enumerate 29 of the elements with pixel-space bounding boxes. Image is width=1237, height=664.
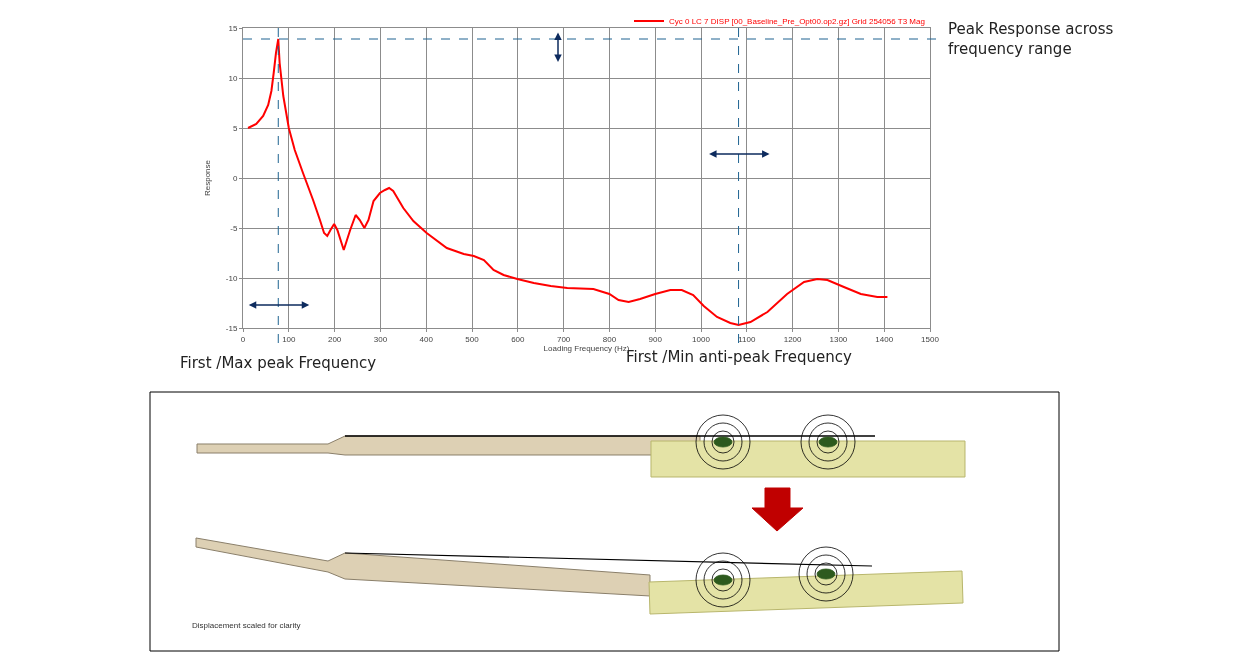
y-tick-label: -5 [230, 223, 238, 233]
legend-label: Cyc 0 LC 7 DISP [00_Baseline_Pre_Opt00.op2.gz] Grid 254056 T3 Mag [669, 17, 925, 27]
x-tick-label: 1500 [921, 334, 940, 344]
y-tick-label: 5 [232, 123, 238, 133]
y-tick-label: -15 [225, 323, 238, 333]
y-tick-label: 10 [228, 73, 238, 83]
x-tick-label: 1200 [783, 334, 803, 344]
x-tick-label: 300 [373, 334, 388, 344]
x-tick-label: 600 [511, 334, 526, 344]
x-tick-label: 1100 [738, 334, 756, 344]
x-tick-label: 200 [327, 334, 342, 344]
y-tick-label: 0 [232, 173, 238, 183]
x-tick-label: 0 [240, 334, 246, 344]
ref-line-label: First /Max peak Frequency [180, 354, 377, 372]
ref-line-label: Peak Response across frequency range [948, 20, 1114, 58]
x-tick-label: 800 [602, 334, 617, 344]
y-axis-title: Response [202, 159, 212, 197]
x-tick-label: 900 [648, 334, 663, 344]
y-tick-label: -10 [225, 273, 238, 283]
x-tick-label: 500 [465, 334, 480, 344]
x-tick-label: 400 [419, 334, 434, 344]
line-series [247, 38, 889, 326]
x-tick-label: 700 [556, 334, 571, 344]
x-tick-label: 1300 [829, 334, 848, 344]
text: Displacement scaled for clarity [192, 621, 301, 630]
x-tick-label: 1000 [692, 334, 711, 344]
x-tick-label: 100 [282, 334, 297, 344]
x-tick-label: 1400 [875, 334, 894, 344]
y-tick-label: 15 [228, 23, 238, 33]
